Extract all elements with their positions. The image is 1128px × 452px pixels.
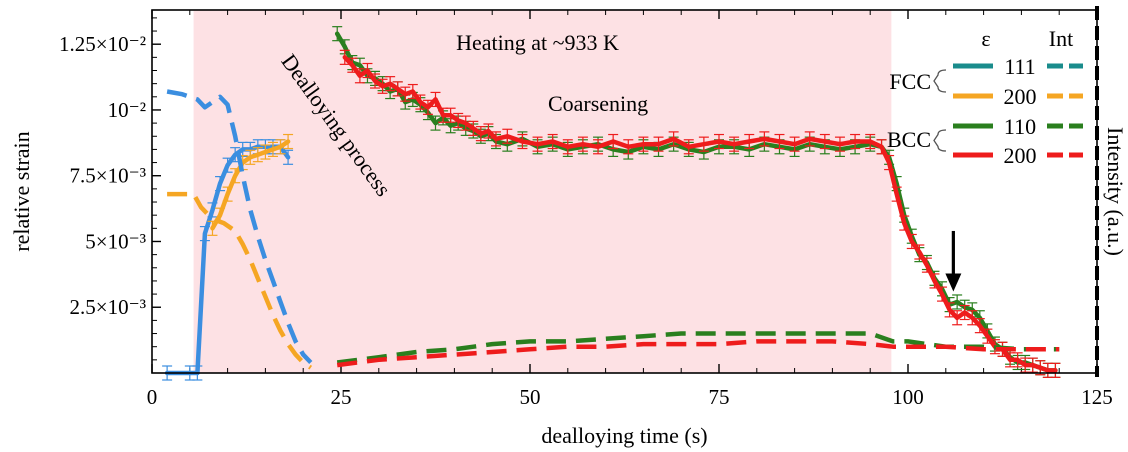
series-line <box>342 55 1058 373</box>
y-tick-label: 10⁻² <box>108 98 146 122</box>
y-axis-title: relative strain <box>9 131 34 251</box>
series-line <box>210 139 291 231</box>
legend-entry-label: 200 <box>1004 143 1037 168</box>
legend-entry-label: 110 <box>1004 114 1036 139</box>
legend-entry: 200 <box>953 143 1083 168</box>
arrow-head <box>945 273 962 292</box>
y-tick-label: 7.5×10⁻³ <box>70 164 146 188</box>
series-line <box>164 144 291 376</box>
legend-entry-label: 111 <box>1004 54 1035 79</box>
legend-group-brace <box>933 129 947 152</box>
legend-entry: 110 <box>953 114 1083 139</box>
legend-entry: 200 <box>953 84 1083 109</box>
coarsening-annotation: Coarsening <box>548 91 648 116</box>
series-bcc200_int <box>336 339 1060 368</box>
series-line <box>166 89 313 365</box>
legend-entries: 111 200 110 200 <box>933 54 1083 168</box>
legend-group-brace <box>933 69 947 93</box>
legend-header-intensity: Int <box>1049 26 1073 51</box>
legend-entry: 111 <box>953 54 1083 79</box>
legend: ε Int FCC BCC 111 200 110 200 <box>887 18 1090 180</box>
series-bcc110_int <box>336 331 1060 365</box>
y-tick-label: 5×10⁻³ <box>85 229 146 253</box>
y-tick-label: 2.5×10⁻³ <box>70 295 146 319</box>
x-tick-label: 75 <box>709 385 730 409</box>
series-line <box>336 339 1060 368</box>
heating-shaded-region <box>193 10 892 373</box>
legend-header-strain: ε <box>981 26 990 51</box>
x-axis-title: dealloying time (s) <box>541 423 707 448</box>
series-fcc200_int <box>167 191 313 370</box>
y-tick-label: 1.25×10⁻² <box>59 32 146 56</box>
tick-labels: 0 25 50 75 100 125 2.5×10⁻³ 5×10⁻³ 7.5×10⁻³ 10⁻² 1… <box>59 32 1113 409</box>
legend-entry-label: 200 <box>1004 84 1037 109</box>
x-tick-label: 125 <box>1081 385 1113 409</box>
x-tick-label: 25 <box>331 385 352 409</box>
series-bcc200_strain <box>339 49 1061 378</box>
series-line <box>334 31 1058 373</box>
x-tick-label: 100 <box>892 385 924 409</box>
down-arrow-indicator <box>945 230 962 292</box>
x-tick-label: 0 <box>147 385 158 409</box>
heating-annotation: Heating at ~933 K <box>456 30 619 55</box>
legend-fcc-group-label: FCC <box>889 69 931 94</box>
series-fcc111_int <box>166 89 313 365</box>
series-line <box>336 331 1060 365</box>
data-series <box>162 26 1061 381</box>
y2-axis-title: Intensity (a.u.) <box>1103 127 1128 256</box>
series-line <box>167 191 313 370</box>
legend-bcc-group-label: BCC <box>887 127 931 152</box>
x-tick-label: 50 <box>520 385 541 409</box>
